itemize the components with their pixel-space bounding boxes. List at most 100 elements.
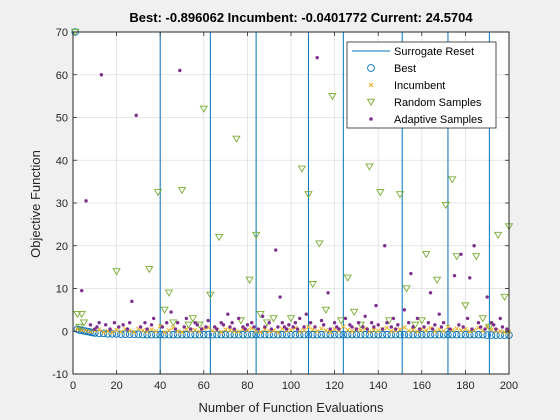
incumbent-point bbox=[223, 327, 228, 332]
adaptive-sample-point bbox=[232, 327, 237, 331]
incumbent-point bbox=[179, 329, 185, 335]
adaptive-sample-point bbox=[498, 316, 502, 321]
adaptive-sample-point bbox=[332, 321, 337, 325]
incumbent-point bbox=[375, 328, 381, 334]
adaptive-sample-point bbox=[112, 321, 117, 325]
incumbent-point bbox=[397, 327, 403, 332]
adaptive-sample-point bbox=[117, 325, 121, 329]
best-point bbox=[160, 330, 169, 339]
adaptive-sample-point bbox=[280, 321, 284, 325]
best-point bbox=[383, 330, 391, 339]
incumbent-point bbox=[358, 328, 364, 333]
incumbent-point bbox=[497, 328, 503, 334]
adaptive-sample-point bbox=[125, 327, 130, 331]
adaptive-samples-series bbox=[80, 55, 509, 331]
best-point bbox=[309, 330, 317, 339]
random-sample-point bbox=[472, 253, 481, 261]
legend-label: Random Samples bbox=[394, 97, 482, 109]
best-point bbox=[217, 330, 225, 339]
best-point bbox=[191, 330, 199, 339]
incumbent-point bbox=[192, 327, 198, 333]
adaptive-sample-point bbox=[236, 316, 241, 321]
adaptive-sample-point bbox=[448, 327, 452, 331]
random-sample-point bbox=[356, 321, 365, 329]
incumbent-point bbox=[236, 329, 242, 335]
random-sample-point bbox=[328, 92, 337, 101]
adaptive-sample-point bbox=[313, 325, 317, 329]
legend-marker-incumbent bbox=[368, 82, 374, 88]
x-tick-label: 80 bbox=[241, 380, 253, 392]
x-tick-label: 0 bbox=[70, 380, 76, 392]
random-sample-point bbox=[432, 276, 442, 284]
incumbent-point bbox=[166, 328, 172, 333]
x-tick-label: 20 bbox=[110, 380, 122, 392]
adaptive-sample-point bbox=[393, 327, 398, 331]
best-point bbox=[156, 330, 164, 339]
y-tick-label: 70 bbox=[56, 27, 68, 39]
adaptive-sample-point bbox=[284, 327, 289, 331]
adaptive-sample-point bbox=[295, 327, 300, 331]
adaptive-sample-point bbox=[383, 244, 387, 248]
incumbent-point bbox=[227, 328, 233, 333]
best-point bbox=[448, 330, 457, 339]
adaptive-sample-point bbox=[365, 327, 369, 331]
x-tick-label: 120 bbox=[325, 380, 343, 392]
random-sample-point bbox=[441, 201, 450, 210]
random-sample-point bbox=[376, 189, 385, 197]
adaptive-sample-point bbox=[426, 321, 431, 325]
incumbent-point bbox=[218, 329, 224, 335]
random-sample-point bbox=[493, 231, 503, 240]
adaptive-sample-point bbox=[149, 323, 154, 327]
adaptive-sample-point bbox=[173, 327, 178, 331]
random-sample-point bbox=[478, 315, 488, 323]
adaptive-sample-point bbox=[363, 314, 367, 318]
adaptive-sample-point bbox=[354, 327, 359, 331]
adaptive-sample-point bbox=[252, 325, 256, 329]
adaptive-sample-point bbox=[441, 321, 446, 325]
incumbent-point bbox=[153, 328, 159, 334]
adaptive-sample-point bbox=[439, 325, 444, 329]
random-sample-point bbox=[343, 274, 352, 282]
incumbent-point bbox=[210, 328, 215, 334]
adaptive-sample-point bbox=[389, 325, 393, 329]
random-sample-point bbox=[461, 302, 470, 310]
adaptive-sample-point bbox=[276, 325, 280, 329]
x-tick-label: 160 bbox=[413, 380, 431, 392]
random-sample-point bbox=[485, 323, 494, 331]
best-point bbox=[391, 330, 400, 339]
legend-label: Best bbox=[394, 63, 416, 75]
adaptive-sample-point bbox=[134, 113, 138, 118]
adaptive-sample-point bbox=[80, 288, 84, 293]
incumbent-point bbox=[458, 328, 464, 333]
legend-label: Incumbent bbox=[394, 80, 445, 92]
adaptive-sample-point bbox=[492, 323, 496, 327]
best-point bbox=[396, 330, 404, 339]
best-point bbox=[256, 330, 265, 339]
y-tick-label: -10 bbox=[52, 369, 68, 381]
best-point bbox=[165, 330, 173, 339]
adaptive-sample-point bbox=[409, 271, 413, 276]
adaptive-sample-point bbox=[452, 273, 457, 278]
random-sample-point bbox=[336, 317, 346, 325]
adaptive-sample-point bbox=[193, 321, 197, 325]
adaptive-sample-point bbox=[213, 325, 217, 329]
adaptive-sample-point bbox=[422, 325, 426, 329]
x-tick-label: 180 bbox=[456, 380, 474, 392]
adaptive-sample-point bbox=[215, 327, 219, 331]
best-point bbox=[343, 330, 352, 339]
adaptive-sample-point bbox=[478, 325, 483, 329]
incumbent-point bbox=[109, 330, 115, 335]
adaptive-sample-point bbox=[433, 323, 437, 327]
best-point bbox=[239, 330, 247, 339]
best-point bbox=[226, 330, 234, 339]
adaptive-sample-point bbox=[184, 316, 189, 321]
best-point bbox=[444, 330, 452, 339]
adaptive-sample-point bbox=[151, 316, 156, 321]
random-sample-point bbox=[297, 165, 307, 173]
random-sample-point bbox=[448, 176, 457, 184]
best-point bbox=[99, 329, 108, 338]
best-point bbox=[435, 330, 443, 339]
adaptive-sample-point bbox=[468, 276, 472, 280]
incumbent-point bbox=[301, 328, 307, 333]
incumbent-point bbox=[131, 329, 137, 335]
